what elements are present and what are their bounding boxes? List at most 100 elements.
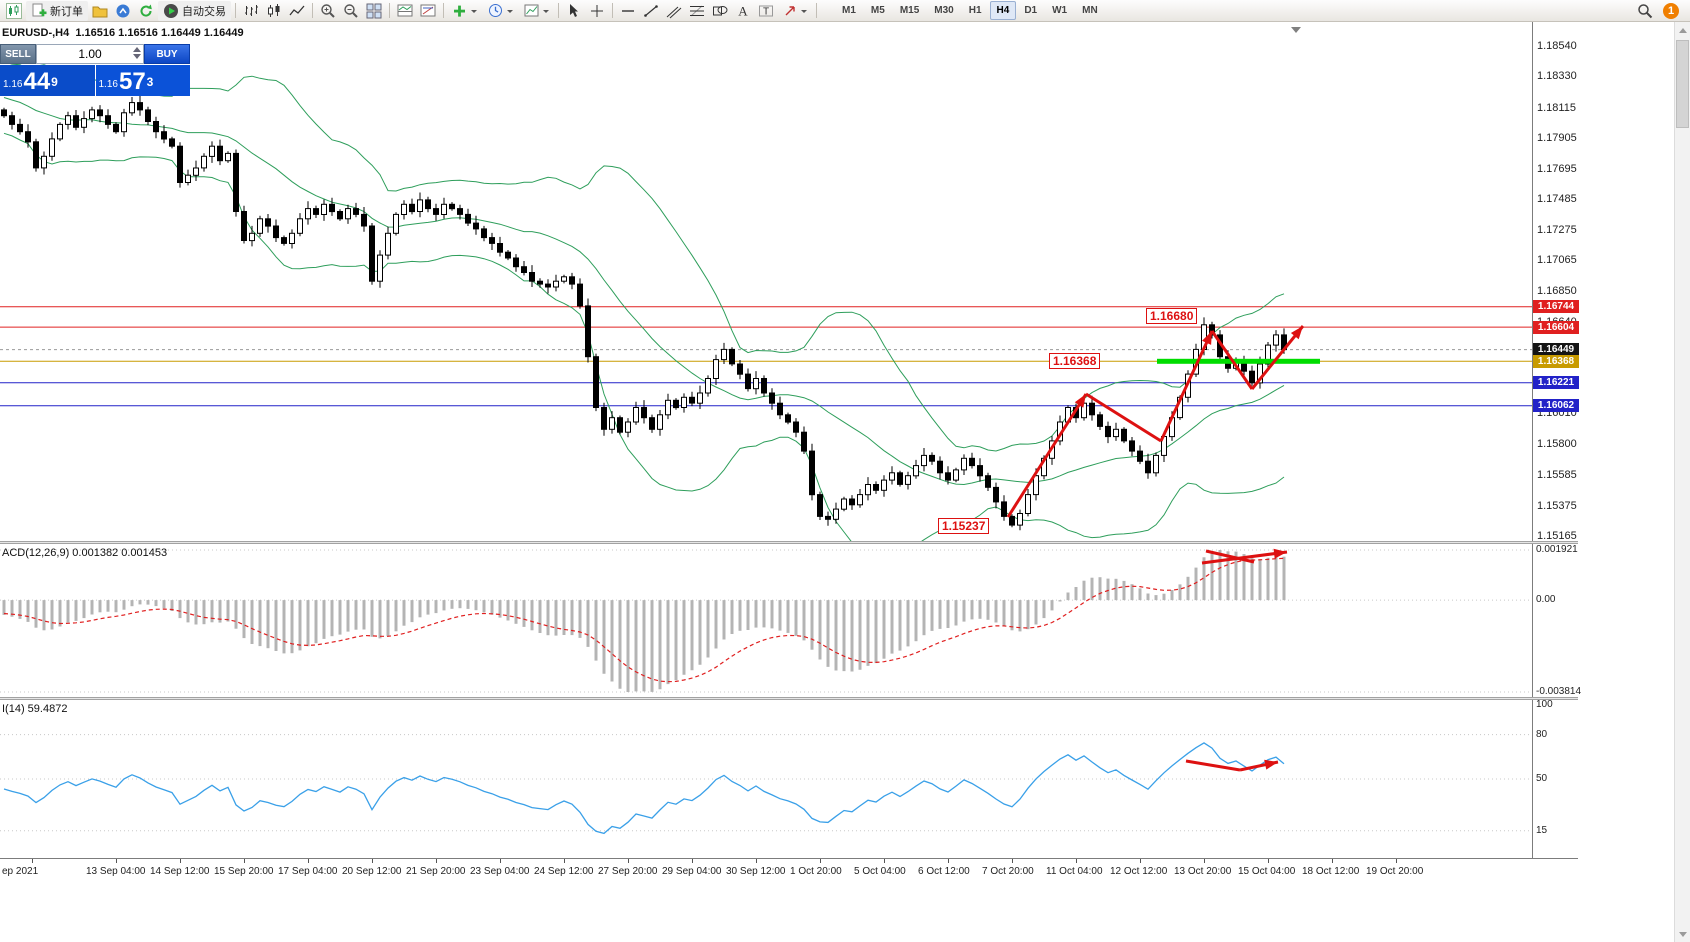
vertical-scrollbar[interactable] (1674, 22, 1690, 942)
toolbar-separator (558, 3, 559, 18)
main-chart-canvas[interactable] (0, 22, 1532, 541)
zoom-out-icon[interactable] (340, 1, 362, 21)
profiles-icon[interactable] (89, 1, 111, 21)
time-tick (244, 859, 245, 863)
add-indicator-dropdown[interactable] (448, 1, 482, 21)
toolbar-right: 1 (1634, 1, 1687, 21)
time-label: 11 Oct 04:00 (1046, 866, 1103, 877)
toolbar-separator (816, 3, 817, 18)
timeframe-button-M1[interactable]: M1 (835, 1, 863, 20)
time-tick (1204, 859, 1205, 863)
window-right-gap (1578, 22, 1674, 942)
notification-badge[interactable]: 1 (1663, 2, 1679, 19)
time-tick (692, 859, 693, 863)
axis-label: 1.15375 (1537, 499, 1577, 512)
fibonacci-tool-icon[interactable] (686, 1, 708, 21)
indicators-window-icon[interactable] (394, 1, 416, 21)
ask-pip-digit: 3 (146, 75, 154, 89)
buy-button[interactable]: BUY (144, 44, 190, 64)
axis-label: -0.003814 (1536, 686, 1582, 697)
time-tick (436, 859, 437, 863)
volume-stepper[interactable] (133, 47, 141, 59)
svg-text:T: T (763, 6, 769, 17)
candlestick-mode-icon[interactable] (263, 1, 285, 21)
line-chart-mode-icon[interactable] (286, 1, 308, 21)
scroll-down-icon[interactable] (1675, 926, 1690, 942)
rsi-canvas[interactable] (0, 700, 1532, 858)
volume-input[interactable] (55, 47, 125, 61)
price-annotation-box[interactable]: 1.16368 (1049, 353, 1101, 369)
price-marker: 1.16062 (1533, 399, 1579, 413)
panel-splitter[interactable] (0, 697, 1578, 700)
price-axis[interactable]: 1.18540 1.18330 1.18115 1.17905 1.17695 1.174… (1532, 22, 1582, 882)
rsi-label: I(14) 59.4872 (2, 703, 68, 715)
time-tick (1268, 859, 1269, 863)
time-tick (308, 859, 309, 863)
bid-big-digits: 44 (23, 68, 51, 95)
step-up-icon[interactable] (133, 47, 141, 52)
time-tick (116, 859, 117, 863)
new-order-button[interactable]: 新订单 (26, 0, 88, 21)
axis-label: 1.15165 (1537, 530, 1577, 542)
timeframe-button-M30[interactable]: M30 (927, 1, 960, 20)
time-label: 18 Oct 12:00 (1302, 866, 1360, 877)
rsi-panel[interactable]: I(14) 59.4872 (0, 700, 1532, 858)
autotrading-label: 自动交易 (182, 5, 226, 18)
axis-label: 50 (1536, 773, 1548, 784)
hline-tool-icon[interactable] (617, 1, 639, 21)
trendline-tool-icon[interactable] (640, 1, 662, 21)
ask-price-box[interactable]: 1.16 57 3 (95, 65, 190, 96)
time-label: 27 Sep 20:00 (598, 866, 658, 877)
step-down-icon[interactable] (133, 54, 141, 59)
periods-dropdown[interactable] (483, 1, 518, 21)
objects-window-icon[interactable] (417, 1, 439, 21)
shapes-tool-icon[interactable] (709, 1, 731, 21)
scroll-up-icon[interactable] (1675, 22, 1690, 38)
price-marker: 1.16221 (1533, 376, 1579, 390)
tile-windows-icon[interactable] (363, 1, 385, 21)
time-label: 24 Sep 12:00 (534, 866, 594, 877)
arrows-tool-dropdown[interactable] (778, 1, 812, 21)
cursor-tool-icon[interactable] (563, 1, 585, 21)
channel-tool-icon[interactable] (663, 1, 685, 21)
timeframe-button-M15[interactable]: M15 (893, 1, 926, 20)
autotrading-button[interactable]: 自动交易 (158, 0, 231, 21)
crosshair-tool-icon[interactable] (586, 1, 608, 21)
templates-dropdown[interactable] (519, 1, 554, 21)
bid-price-box[interactable]: 1.16 44 9 (0, 65, 95, 96)
timeframe-button-W1[interactable]: W1 (1045, 1, 1074, 20)
chevron-down-icon (801, 9, 807, 16)
timeframe-button-H1[interactable]: H1 (962, 1, 989, 20)
panel-splitter[interactable] (0, 541, 1578, 544)
time-tick (1140, 859, 1141, 863)
label-tool-icon[interactable]: T (755, 1, 777, 21)
timeframe-button-D1[interactable]: D1 (1017, 1, 1044, 20)
zoom-in-icon[interactable] (317, 1, 339, 21)
time-tick (1396, 859, 1397, 863)
time-tick (180, 859, 181, 863)
chart-symbol-ohlc: EURUSD-,H4 1.16516 1.16516 1.16449 1.164… (2, 27, 244, 39)
price-annotation-box[interactable]: 1.15237 (938, 518, 990, 534)
scrollbar-thumb[interactable] (1676, 40, 1689, 128)
new-chart-icon[interactable] (3, 1, 25, 21)
text-tool-icon[interactable]: A (732, 1, 754, 21)
price-annotation-box[interactable]: 1.16680 (1146, 308, 1198, 324)
time-axis[interactable]: ep 2021 13 Sep 04:00 14 Sep 12:00 15 Sep 20… (0, 858, 1578, 882)
macd-canvas[interactable] (0, 544, 1532, 697)
timeframe-button-H4[interactable]: H4 (989, 1, 1017, 20)
timeframe-button-M5[interactable]: M5 (864, 1, 892, 20)
timeframe-button-MN[interactable]: MN (1075, 1, 1105, 20)
time-label: 15 Oct 04:00 (1238, 866, 1296, 877)
toolbar-separator (612, 3, 613, 18)
macd-panel[interactable]: ACD(12,26,9) 0.001382 0.001453 (0, 544, 1532, 697)
time-label: ep 2021 (2, 866, 39, 877)
bar-chart-mode-icon[interactable] (240, 1, 262, 21)
sell-button[interactable]: SELL (0, 44, 36, 64)
main-chart-panel[interactable]: EURUSD-,H4 1.16516 1.16516 1.16449 1.164… (0, 22, 1532, 541)
price-marker: 1.16744 (1533, 300, 1579, 314)
market-watch-icon[interactable] (112, 1, 134, 21)
search-icon[interactable] (1634, 1, 1656, 21)
time-tick (628, 859, 629, 863)
refresh-icon[interactable] (135, 1, 157, 21)
